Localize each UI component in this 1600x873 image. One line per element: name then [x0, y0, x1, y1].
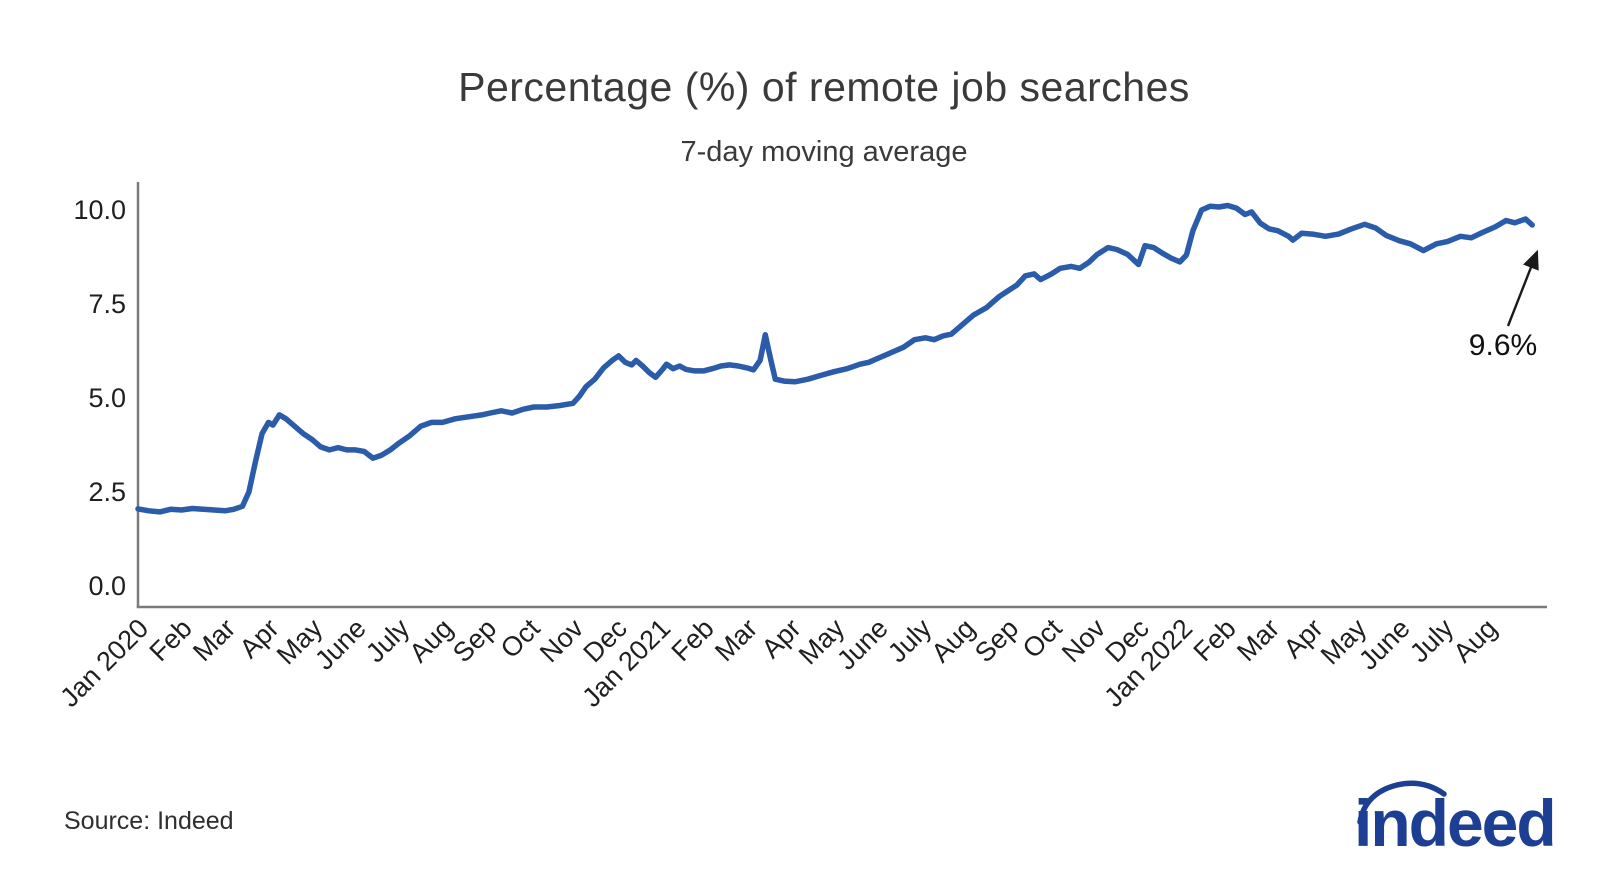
indeed-logo: indeed [1354, 780, 1557, 860]
y-tick-label: 7.5 [88, 289, 126, 319]
trend-line [135, 202, 1535, 515]
x-tick-label: Feb [144, 613, 198, 667]
y-axis-tick-labels: 0.0 2.5 5.0 7.5 10.0 [73, 195, 126, 601]
x-tick-label: Oct [495, 613, 546, 664]
x-tick-label: Mar [187, 613, 241, 667]
x-tick-label: Mar [709, 613, 763, 667]
x-tick-label: Nov [1056, 613, 1112, 669]
chart-subtitle: 7-day moving average [680, 136, 968, 168]
x-axis-tick-labels: Jan 2020FebMarAprMayJuneJulyAugSepOctNov… [54, 613, 1502, 713]
y-tick-label: 2.5 [88, 477, 126, 507]
x-tick-label: Aug [404, 613, 459, 668]
x-tick-label: Jan 2020 [54, 613, 154, 713]
x-tick-label: Mar [1231, 613, 1285, 667]
x-tick-label: July [1404, 613, 1460, 669]
x-tick-label: Nov [534, 613, 590, 669]
x-tick-label: Aug [926, 613, 981, 668]
x-tick-label: Aug [1448, 613, 1503, 668]
x-tick-label: July [360, 613, 416, 669]
annotation-label: 9.6% [1468, 329, 1538, 362]
x-tick-label: Sep [447, 613, 502, 668]
chart-title: Percentage (%) of remote job searches [458, 64, 1190, 110]
y-tick-label: 10.0 [73, 195, 126, 225]
logo-wordmark: indeed [1354, 786, 1555, 860]
x-tick-label: Feb [1188, 613, 1242, 667]
x-tick-label: July [882, 613, 938, 669]
source-caption: Source: Indeed [64, 807, 234, 835]
y-tick-label: 0.0 [88, 571, 126, 601]
y-tick-label: 5.0 [88, 383, 126, 413]
logo-swoosh-icon [1357, 780, 1447, 825]
x-tick-label: Feb [666, 613, 720, 667]
x-tick-label: Sep [969, 613, 1024, 668]
annotation-arrow [1506, 249, 1539, 327]
x-tick-label: Oct [1017, 613, 1068, 664]
